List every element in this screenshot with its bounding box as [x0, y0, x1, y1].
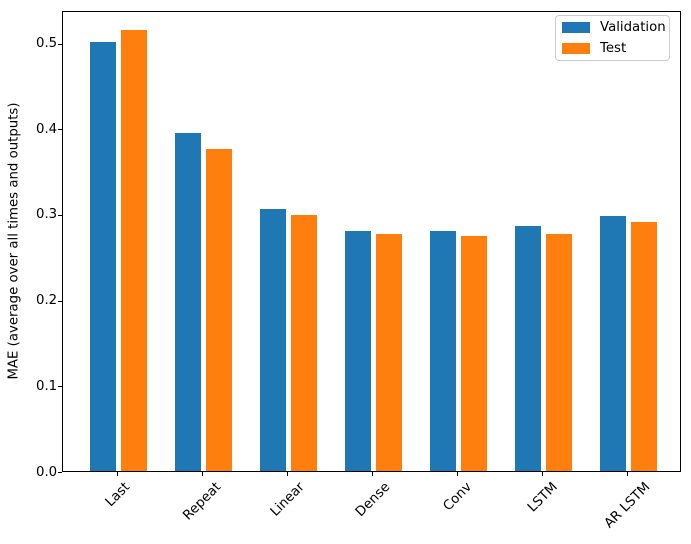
bar-validation-linear: [259, 208, 287, 471]
y-tick-mark: [58, 300, 62, 302]
y-tick-mark: [58, 129, 62, 131]
x-tick-label-lstm: LSTM: [525, 479, 561, 516]
bar-validation-conv: [429, 231, 457, 471]
x-tick-mark: [287, 472, 289, 476]
legend-label-validation: Validation: [600, 19, 666, 35]
x-tick-mark: [627, 472, 629, 476]
bar-validation-dense: [344, 231, 372, 471]
x-tick-label-last: Last: [102, 479, 133, 510]
bar-test-linear: [290, 214, 318, 471]
legend-label-test: Test: [600, 40, 627, 56]
bar-validation-ar-lstm: [599, 215, 627, 471]
x-tick-mark: [542, 472, 544, 476]
y-tick-label: 0.3: [36, 207, 58, 223]
y-tick-label: 0.5: [36, 36, 58, 52]
y-tick-label: 0.1: [36, 378, 58, 394]
test-series-swatch: [562, 43, 590, 54]
y-axis-label: MAE (average over all times and outputs): [6, 102, 22, 380]
y-tick-mark: [58, 214, 62, 216]
bar-validation-repeat: [174, 132, 202, 471]
bar-test-lstm: [545, 233, 573, 471]
x-tick-mark: [457, 472, 459, 476]
x-tick-label-dense: Dense: [352, 479, 393, 520]
bar-test-conv: [460, 236, 488, 471]
x-tick-label-conv: Conv: [440, 479, 475, 515]
x-tick-mark: [202, 472, 204, 476]
bar-test-dense: [375, 233, 403, 471]
bar-test-ar-lstm: [630, 221, 658, 471]
plot-area: [62, 11, 681, 472]
bar-test-repeat: [205, 148, 233, 471]
y-tick-mark: [58, 386, 62, 388]
legend-entry-validation: Validation: [562, 20, 666, 35]
bar-validation-last: [89, 41, 117, 471]
x-tick-label-ar-lstm: AR LSTM: [601, 479, 654, 532]
legend: Validation Test: [555, 15, 670, 61]
bar-validation-lstm: [514, 225, 542, 471]
y-tick-mark: [58, 43, 62, 45]
y-tick-label: 0.0: [36, 464, 58, 480]
x-tick-label-linear: Linear: [267, 479, 308, 520]
bar-test-last: [120, 29, 148, 471]
x-tick-mark: [117, 472, 119, 476]
x-tick-label-repeat: Repeat: [180, 479, 225, 524]
y-tick-mark: [58, 472, 62, 473]
y-tick-label: 0.4: [36, 121, 58, 137]
x-tick-mark: [372, 472, 374, 476]
legend-entry-test: Test: [562, 40, 661, 56]
validation-series-swatch: [562, 22, 590, 33]
y-tick-label: 0.2: [36, 293, 58, 309]
